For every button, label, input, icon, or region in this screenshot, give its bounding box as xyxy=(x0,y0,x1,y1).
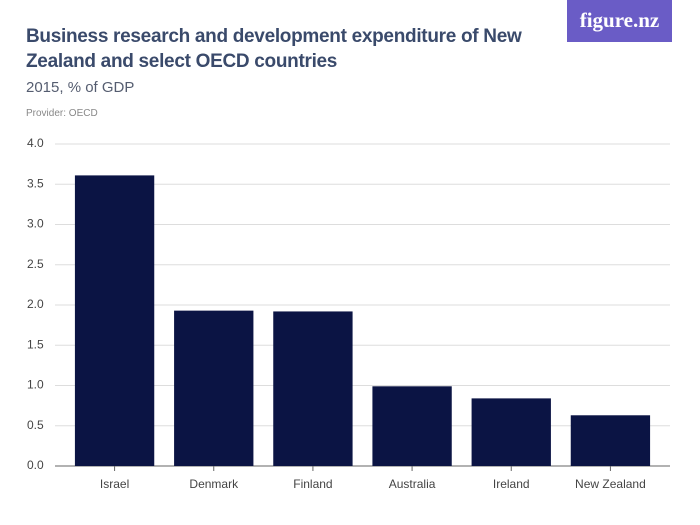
bar xyxy=(471,398,551,466)
bar xyxy=(273,311,353,466)
bar xyxy=(74,175,155,466)
y-tick-label: 1.0 xyxy=(27,378,44,392)
x-tick-label: Israel xyxy=(100,477,129,491)
x-tick-label: Ireland xyxy=(493,477,530,491)
chart-subtitle: 2015, % of GDP xyxy=(26,79,135,96)
bar xyxy=(570,415,651,466)
bar xyxy=(372,386,452,466)
y-tick-label: 0.5 xyxy=(27,418,44,432)
y-tick-label: 2.0 xyxy=(27,297,44,311)
x-tick-label: Denmark xyxy=(189,477,239,491)
y-tick-label: 1.5 xyxy=(27,337,44,351)
chart-title: Business research and development expend… xyxy=(26,26,522,72)
x-tick-label: Australia xyxy=(389,477,436,491)
y-tick-label: 3.0 xyxy=(27,217,44,231)
provider: Provider: OECD xyxy=(26,108,98,119)
y-tick-label: 4.0 xyxy=(27,136,44,150)
x-tick-label: Finland xyxy=(293,477,332,491)
bar xyxy=(174,310,254,466)
y-tick-label: 3.5 xyxy=(27,176,44,190)
y-tick-label: 0.0 xyxy=(27,458,44,472)
logo[interactable]: figure.nz xyxy=(567,0,672,42)
x-tick-label: New Zealand xyxy=(575,477,646,491)
y-tick-label: 2.5 xyxy=(27,257,44,271)
